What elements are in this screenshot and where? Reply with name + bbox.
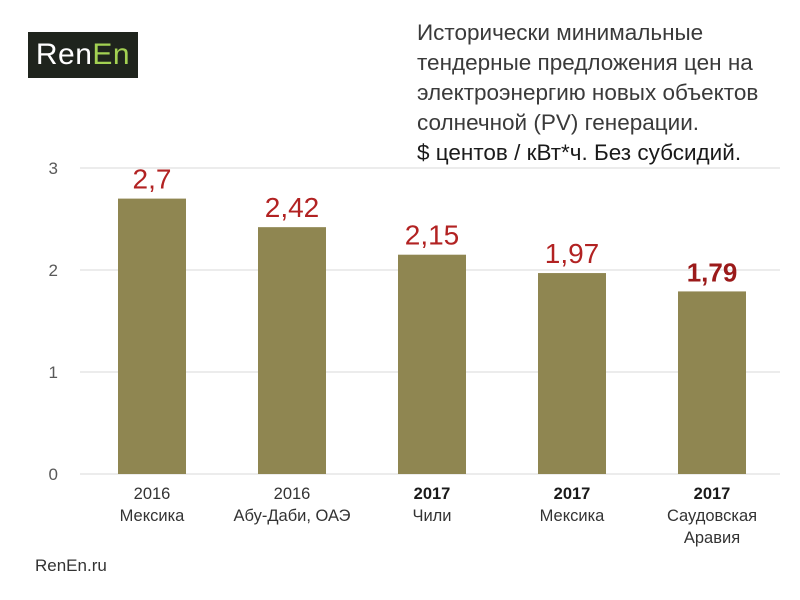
- bar: [118, 198, 186, 474]
- title-line: солнечной (PV) генерации.: [417, 110, 700, 135]
- x-tick-year: 2017: [413, 485, 451, 503]
- logo-text-ren: Ren: [35, 38, 93, 71]
- x-tick-place: Чили: [412, 507, 452, 525]
- data-label: 2,7: [133, 164, 172, 195]
- data-label: 2,15: [405, 220, 460, 251]
- x-tick-year: 2016: [273, 485, 311, 503]
- x-tick-year: 2017: [693, 485, 731, 503]
- x-tick-year: 2017: [553, 485, 591, 503]
- title-line: тендерные предложения цен на: [417, 50, 753, 75]
- chart-title: Исторически минимальные тендерные предло…: [417, 18, 797, 168]
- x-tick-label: 2017 Мексика: [502, 483, 642, 527]
- y-tick-label: 1: [49, 363, 58, 382]
- unit-line: $ центов / кВт*ч. Без субсидий.: [417, 140, 742, 165]
- x-tick-place: Аравия: [683, 529, 741, 547]
- x-tick-label: 2016 Абу-Даби, ОАЭ: [222, 483, 362, 527]
- x-tick-place: Мексика: [539, 507, 605, 525]
- data-label: 1,97: [545, 238, 600, 269]
- title-line: электроэнергию новых объектов: [417, 80, 759, 105]
- bar: [538, 273, 606, 474]
- x-tick-place: Мексика: [119, 507, 185, 525]
- x-tick-place: Абу-Даби, ОАЭ: [233, 507, 351, 525]
- x-tick-label: 2016 Мексика: [82, 483, 222, 527]
- x-tick-place: Саудовская: [666, 507, 758, 525]
- footer-site-link[interactable]: RenEn.ru: [35, 556, 107, 575]
- bar: [258, 227, 326, 474]
- x-tick-year: 2016: [133, 485, 171, 503]
- title-line: Исторически минимальные: [417, 20, 704, 45]
- renen-logo: Ren En: [28, 32, 138, 78]
- logo-text-en: En: [92, 38, 131, 71]
- x-tick-label: 2017 Чили: [362, 483, 502, 527]
- y-tick-label: 3: [49, 159, 58, 178]
- y-tick-label: 0: [49, 465, 58, 484]
- data-label: 2,42: [265, 192, 320, 223]
- x-tick-label: 2017 Саудовская Аравия: [642, 483, 782, 549]
- data-label: 1,79: [687, 257, 738, 287]
- y-tick-label: 2: [49, 261, 58, 280]
- bar: [678, 291, 746, 474]
- bar: [398, 254, 466, 474]
